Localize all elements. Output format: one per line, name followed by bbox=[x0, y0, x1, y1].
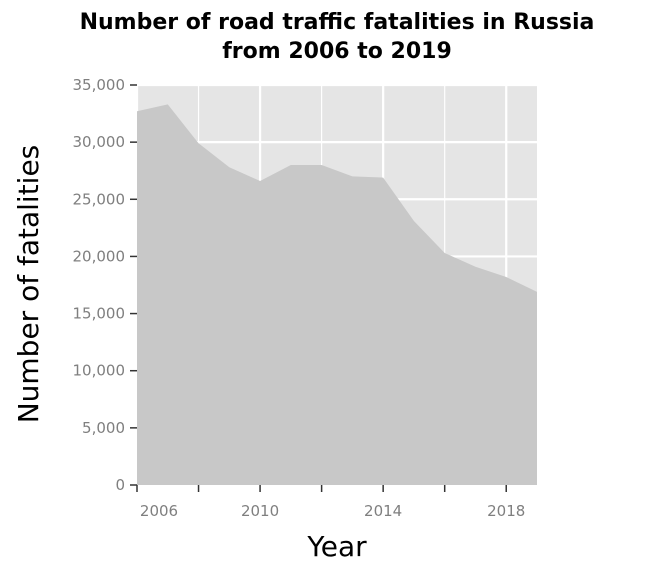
y-axis-ticks: 0 5,000 10,000 15,000 20,000 25,000 30,000 35,0… bbox=[73, 76, 137, 494]
x-tick-label: 2014 bbox=[364, 502, 402, 520]
y-axis-label: Number of fatalities bbox=[12, 145, 45, 424]
y-tick-label: 5,000 bbox=[82, 419, 125, 437]
y-tick-label: 15,000 bbox=[73, 305, 126, 323]
area-series-fatalities bbox=[137, 104, 537, 485]
y-tick-label: 25,000 bbox=[73, 190, 126, 208]
x-tick-label: 2006 bbox=[140, 502, 178, 520]
y-tick-label: 30,000 bbox=[73, 133, 126, 151]
x-tick-label: 2018 bbox=[487, 502, 525, 520]
x-axis-ticks: 2006 2010 2014 2018 bbox=[136, 485, 525, 520]
x-tick-label: 2010 bbox=[241, 502, 279, 520]
y-tick-label: 35,000 bbox=[73, 76, 126, 94]
chart-title-line-2: from 2006 to 2019 bbox=[222, 39, 452, 64]
chart-title-line-1: Number of road traffic fatalities in Rus… bbox=[80, 10, 595, 35]
y-tick-label: 10,000 bbox=[73, 362, 126, 380]
y-tick-label: 0 bbox=[115, 476, 125, 494]
x-axis-label: Year bbox=[306, 530, 367, 563]
y-tick-label: 20,000 bbox=[73, 247, 126, 265]
